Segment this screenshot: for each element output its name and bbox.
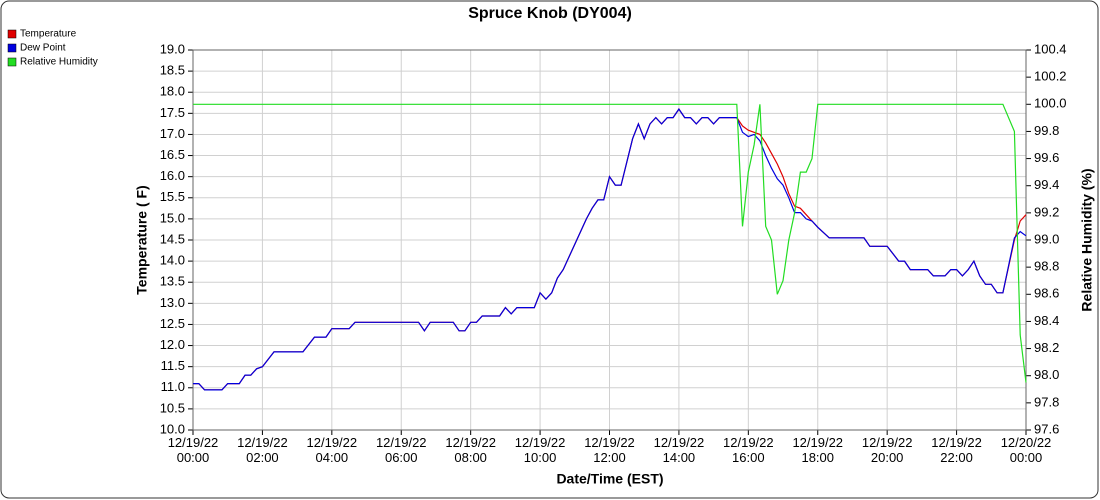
y-tick-label: 15.0 [160, 210, 185, 225]
y-tick-label: 12.5 [160, 316, 185, 331]
x-tick-label: 12/19/22 16:00 [723, 435, 774, 465]
y-tick-label: 14.0 [160, 253, 185, 268]
legend-label: Dew Point [20, 43, 66, 54]
x-tick-label: 12/19/22 12:00 [584, 435, 635, 465]
y-tick-label: 13.0 [160, 295, 185, 310]
y2-tick-label: 98.6 [1034, 286, 1059, 301]
y2-tick-label: 100.4 [1034, 41, 1067, 56]
y-tick-label: 12.0 [160, 337, 185, 352]
y2-tick-label: 99.4 [1034, 177, 1059, 192]
y2-tick-label: 99.6 [1034, 150, 1059, 165]
y-tick-label: 17.0 [160, 126, 185, 141]
series-line [193, 108, 1027, 391]
y2-axis-title: Relative Humidity (%) [1079, 168, 1095, 311]
y2-tick-label: 98.4 [1034, 313, 1059, 328]
y-tick-label: 11.5 [161, 358, 185, 373]
legend-label: Relative Humidity [20, 57, 98, 68]
y-tick-label: 17.5 [160, 105, 185, 120]
y-tick-label: 11.0 [161, 379, 185, 394]
x-tick-label: 12/19/22 08:00 [445, 435, 496, 465]
x-tick-label: 12/19/22 02:00 [237, 435, 288, 465]
legend-swatch [7, 29, 17, 39]
y-tick-label: 10.5 [160, 400, 185, 415]
x-tick-label: 12/19/22 04:00 [306, 435, 358, 465]
y2-tick-label: 98.0 [1034, 367, 1059, 382]
y-tick-label: 18.0 [160, 84, 185, 99]
series-line [193, 103, 1027, 383]
y2-tick-label: 97.6 [1034, 421, 1059, 436]
x-tick-label: 12/19/22 06:00 [375, 435, 427, 465]
legend-swatch [7, 57, 17, 67]
x-tick-label: 12/19/22 00:00 [167, 435, 219, 465]
y2-tick-label: 100.0 [1034, 96, 1067, 111]
y-tick-label: 16.0 [160, 168, 185, 183]
y-tick-label: 10.0 [160, 421, 185, 436]
y2-tick-label: 97.8 [1034, 394, 1059, 409]
x-tick-label: 12/19/22 20:00 [861, 435, 913, 465]
x-tick-label: 12/19/22 22:00 [931, 435, 982, 465]
y-axis-title: Temperature ( F) [134, 185, 150, 294]
x-tick-label: 12/19/22 18:00 [792, 435, 844, 465]
y2-tick-label: 100.2 [1034, 69, 1067, 84]
y2-tick-label: 99.0 [1034, 231, 1059, 246]
y-tick-label: 16.5 [160, 147, 185, 162]
legend-swatch [7, 43, 17, 53]
y2-tick-label: 98.2 [1034, 340, 1059, 355]
y-tick-label: 19.0 [160, 41, 185, 56]
x-tick-label: 12/19/22 10:00 [514, 435, 566, 465]
y-tick-label: 13.5 [160, 274, 185, 289]
chart-title: Spruce Knob (DY004) [468, 5, 632, 22]
y-tick-label: 18.5 [160, 63, 185, 78]
x-axis-title: Date/Time (EST) [556, 471, 663, 487]
plot-border [192, 49, 1027, 431]
x-tick-label: 12/19/22 14:00 [653, 435, 705, 465]
y2-tick-label: 99.2 [1034, 204, 1059, 219]
y2-tick-label: 98.8 [1034, 259, 1059, 274]
y-tick-label: 14.5 [160, 231, 185, 246]
y2-tick-label: 99.8 [1034, 123, 1059, 138]
legend-label: Temperature [20, 29, 77, 40]
x-tick-label: 12/20/22 00:00 [1000, 435, 1052, 465]
y-tick-label: 15.5 [160, 189, 185, 204]
